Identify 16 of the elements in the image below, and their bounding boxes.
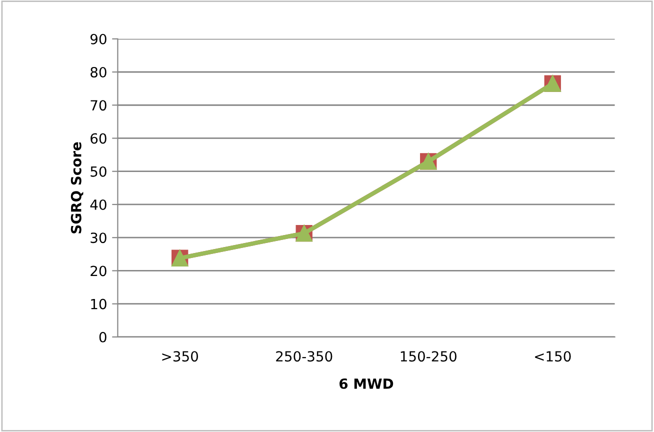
- y-tick-label: 40: [90, 199, 106, 210]
- y-tick-label: 60: [90, 133, 106, 144]
- x-axis-title: 6 MWD: [340, 378, 394, 389]
- y-tick-label: 50: [90, 166, 106, 177]
- y-tick-label: 90: [90, 34, 106, 44]
- y-tick-label: 10: [91, 298, 106, 310]
- y-axis-title: SGRQ Score: [70, 142, 84, 234]
- y-tick-label: 30: [90, 232, 106, 244]
- x-tick-label: 250-350: [276, 351, 332, 362]
- y-tick-label: 80: [90, 66, 106, 78]
- x-tick-label: >350: [162, 351, 198, 362]
- y-tick-label: 70: [90, 100, 106, 111]
- x-tick-label: <150: [535, 351, 571, 362]
- y-tick-label: 20: [90, 266, 106, 276]
- x-tick-label: 150-250: [400, 351, 456, 362]
- y-tick-label: 0: [99, 332, 106, 342]
